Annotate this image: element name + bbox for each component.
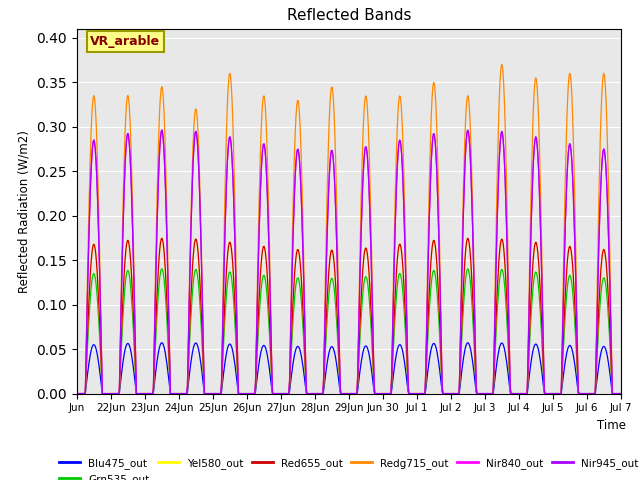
Grn535_out [436,338,444,344]
Line: Yel580_out: Yel580_out [77,238,621,394]
Redg715_out [435,223,443,229]
Nir945_out [617,391,625,396]
Nir840_out [264,222,272,228]
Blu475_out [73,391,81,396]
Blu475_out [137,391,145,396]
Yel580_out [137,391,145,396]
Red655_out [285,391,292,396]
Nir840_out [158,127,166,133]
Nir945_out [285,391,292,396]
Nir945_out [264,222,272,228]
Text: VR_arable: VR_arable [90,35,161,48]
Yel580_out [285,391,292,396]
Line: Redg715_out: Redg715_out [77,64,621,394]
Line: Red655_out: Red655_out [77,238,621,394]
Blu475_out [285,391,292,396]
Nir945_out [73,391,81,396]
Grn535_out [617,391,625,396]
Red655_out [73,391,81,396]
Yel580_out [158,235,166,241]
Nir840_out [237,391,245,396]
Yel580_out [264,291,272,297]
Nir945_out [158,127,166,133]
Blu475_out [436,370,444,375]
Line: Blu475_out: Blu475_out [77,343,621,394]
Line: Grn535_out: Grn535_out [77,269,621,394]
Blu475_out [617,391,625,396]
Red655_out [436,326,444,332]
Y-axis label: Reflected Radiation (W/m2): Reflected Radiation (W/m2) [18,130,31,293]
Redg715_out [498,61,506,67]
Blu475_out [264,358,272,364]
Red655_out [137,391,145,396]
Blu475_out [237,391,245,396]
Nir840_out [285,391,292,396]
Grn535_out [73,391,81,396]
Nir840_out [406,391,413,396]
Yel580_out [237,391,245,396]
Grn535_out [158,266,166,272]
Nir945_out [237,391,245,396]
Red655_out [237,391,245,396]
Line: Nir945_out: Nir945_out [77,130,621,394]
Redg715_out [137,391,145,396]
Blu475_out [406,391,413,396]
Yel580_out [406,391,413,396]
Line: Nir840_out: Nir840_out [77,130,621,394]
Redg715_out [405,391,413,396]
Nir945_out [406,391,413,396]
Redg715_out [284,391,292,396]
Nir840_out [73,391,81,396]
Text: Time: Time [597,419,626,432]
Red655_out [406,391,413,396]
Grn535_out [237,391,245,396]
Nir945_out [436,281,444,287]
Blu475_out [158,340,166,346]
Yel580_out [436,326,444,332]
Red655_out [158,235,166,241]
Grn535_out [264,311,272,317]
Red655_out [264,291,272,297]
Title: Reflected Bands: Reflected Bands [287,9,411,24]
Grn535_out [285,391,292,396]
Red655_out [617,391,625,396]
Yel580_out [73,391,81,396]
Nir945_out [137,391,145,396]
Nir840_out [137,391,145,396]
Redg715_out [617,391,625,396]
Redg715_out [73,391,81,396]
Redg715_out [264,163,271,168]
Legend: Blu475_out, Grn535_out, Yel580_out, Red655_out, Redg715_out, Nir840_out, Nir945_: Blu475_out, Grn535_out, Yel580_out, Red6… [55,454,640,480]
Redg715_out [237,391,244,396]
Grn535_out [137,391,145,396]
Grn535_out [406,391,413,396]
Nir840_out [617,391,625,396]
Nir840_out [436,281,444,287]
Yel580_out [617,391,625,396]
